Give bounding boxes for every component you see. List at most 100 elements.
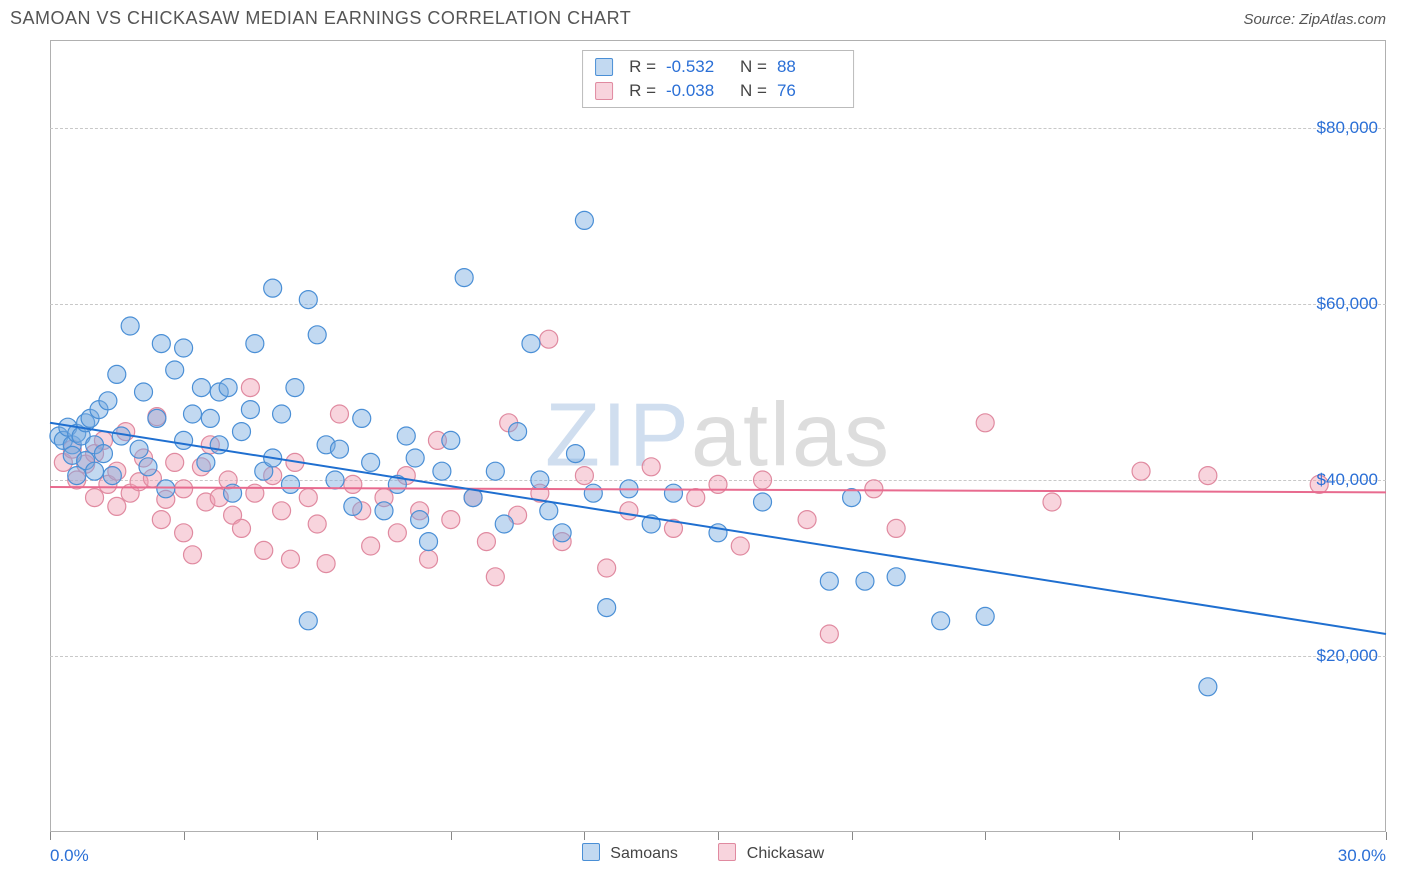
data-point [1199, 678, 1217, 696]
data-point [406, 449, 424, 467]
y-tick-label: $40,000 [1317, 470, 1378, 490]
swatch-samoans-icon [595, 58, 613, 76]
data-point [375, 502, 393, 520]
data-point [932, 612, 950, 630]
data-point [344, 475, 362, 493]
data-point [135, 383, 153, 401]
plot-area: ZIPatlas R = -0.532 N = 88 R = -0.038 N … [50, 40, 1386, 832]
data-point [166, 453, 184, 471]
data-point [344, 497, 362, 515]
data-point [86, 489, 104, 507]
data-point [598, 559, 616, 577]
data-point [664, 484, 682, 502]
data-point [531, 471, 549, 489]
swatch-chickasaw-icon [718, 843, 736, 861]
data-point [754, 493, 772, 511]
x-tick [1386, 832, 1387, 840]
swatch-samoans-icon [582, 843, 600, 861]
data-point [299, 489, 317, 507]
data-point [232, 423, 250, 441]
legend-item-samoans: Samoans [582, 845, 683, 862]
data-point [175, 524, 193, 542]
data-point [754, 471, 772, 489]
data-point [575, 467, 593, 485]
data-point [326, 471, 344, 489]
data-point [731, 537, 749, 555]
data-point [281, 550, 299, 568]
stats-legend: R = -0.532 N = 88 R = -0.038 N = 76 [582, 50, 854, 108]
data-point [219, 379, 237, 397]
data-point [566, 445, 584, 463]
x-tick [317, 832, 318, 840]
data-point [108, 497, 126, 515]
y-tick-label: $80,000 [1317, 118, 1378, 138]
data-point [152, 335, 170, 353]
data-point [495, 515, 513, 533]
data-point [86, 462, 104, 480]
data-point [184, 546, 202, 564]
data-point [642, 458, 660, 476]
data-point [553, 524, 571, 542]
data-point [887, 519, 905, 537]
data-point [598, 599, 616, 617]
data-point [197, 453, 215, 471]
data-point [976, 607, 994, 625]
data-point [420, 533, 438, 551]
data-point [317, 555, 335, 573]
data-point [397, 427, 415, 445]
data-point [273, 502, 291, 520]
data-point [887, 568, 905, 586]
data-point [299, 291, 317, 309]
data-point [620, 502, 638, 520]
data-point [509, 423, 527, 441]
data-point [175, 480, 193, 498]
x-tick [718, 832, 719, 840]
data-point [420, 550, 438, 568]
data-point [99, 392, 117, 410]
series-legend: Samoans Chickasaw [10, 843, 1396, 863]
data-point [843, 489, 861, 507]
data-point [820, 572, 838, 590]
data-point [362, 537, 380, 555]
y-tick-label: $20,000 [1317, 646, 1378, 666]
data-point [856, 572, 874, 590]
data-point [166, 361, 184, 379]
data-point [442, 511, 460, 529]
data-point [201, 409, 219, 427]
data-point [241, 379, 259, 397]
data-point [1132, 462, 1150, 480]
data-point [486, 462, 504, 480]
data-point [362, 453, 380, 471]
data-point [121, 317, 139, 335]
data-point [148, 409, 166, 427]
x-tick [451, 832, 452, 840]
data-point [433, 462, 451, 480]
data-point [330, 440, 348, 458]
x-tick [50, 832, 51, 840]
data-point [798, 511, 816, 529]
data-point [232, 519, 250, 537]
source-label: Source: ZipAtlas.com [1243, 11, 1386, 28]
page-title: SAMOAN VS CHICKASAW MEDIAN EARNINGS CORR… [10, 8, 631, 29]
stats-row-chickasaw: R = -0.038 N = 76 [595, 79, 841, 103]
data-point [522, 335, 540, 353]
data-point [192, 379, 210, 397]
data-point [281, 475, 299, 493]
data-point [455, 269, 473, 287]
data-point [575, 211, 593, 229]
data-point [976, 414, 994, 432]
correlation-chart: Median Earnings ZIPatlas R = -0.532 N = … [10, 40, 1396, 882]
x-tick [584, 832, 585, 840]
data-point [255, 541, 273, 559]
x-tick [985, 832, 986, 840]
data-point [286, 379, 304, 397]
data-point [94, 445, 112, 463]
data-point [157, 480, 175, 498]
data-point [540, 330, 558, 348]
legend-item-chickasaw: Chickasaw [718, 845, 824, 862]
data-point [152, 511, 170, 529]
data-point [184, 405, 202, 423]
data-point [130, 440, 148, 458]
data-point [108, 365, 126, 383]
data-point [687, 489, 705, 507]
